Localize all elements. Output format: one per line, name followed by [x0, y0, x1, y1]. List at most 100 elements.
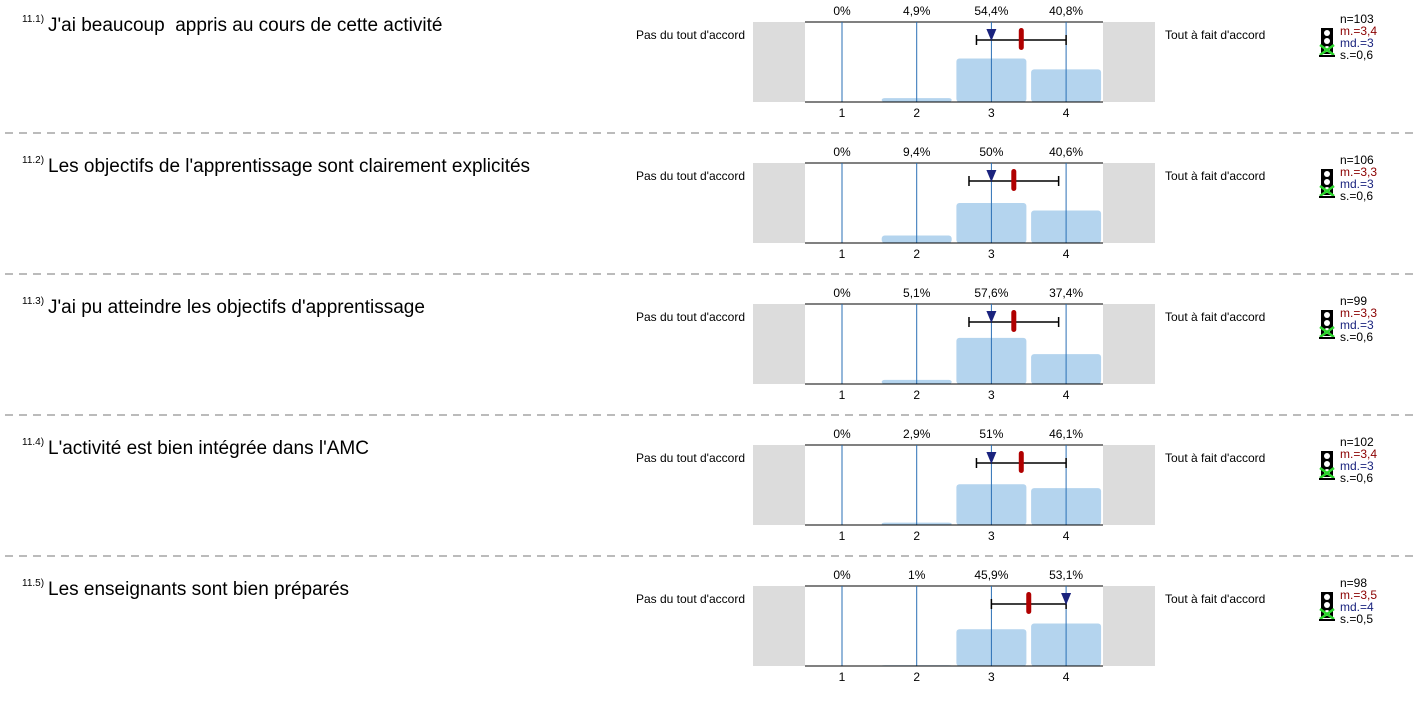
stat-sd: s.=0,6	[1340, 48, 1373, 62]
right-label: Tout à fait d'accord	[1165, 28, 1265, 42]
green-x	[1319, 184, 1335, 198]
mean-marker	[1018, 28, 1024, 50]
mean-marker	[1018, 451, 1024, 473]
stat-sd: s.=0,6	[1340, 189, 1373, 203]
percentage-label: 0%	[833, 4, 851, 18]
right-label: Tout à fait d'accord	[1165, 451, 1265, 465]
question: L'activité est bien intégrée dans l'AMC	[48, 438, 369, 459]
percentage-label: 37,4%	[1049, 286, 1083, 300]
percentage-label: 0%	[833, 145, 851, 159]
question: J'ai pu atteindre les objectifs d'appren…	[48, 297, 425, 318]
stat-n: n=102	[1340, 435, 1374, 449]
scale-label: 4	[1063, 529, 1070, 543]
scale-label: 1	[839, 388, 846, 402]
right-label: Tout à fait d'accord	[1165, 592, 1265, 606]
percentage-label: 50%	[979, 145, 1003, 159]
percentage-label: 40,6%	[1049, 145, 1083, 159]
light	[1324, 171, 1330, 177]
item: Pas du tout d'accord Tout à fait d'accord…	[5, 4, 1415, 134]
scale-label: 4	[1063, 247, 1070, 261]
item-number: 11.5)	[22, 578, 45, 589]
stat-median: md.=3	[1340, 36, 1374, 50]
gray-box	[1103, 445, 1155, 525]
light	[1324, 461, 1330, 467]
item-number: 11.2)	[22, 155, 45, 166]
mean-marker	[1011, 169, 1017, 191]
stat-sd: s.=0,6	[1340, 471, 1373, 485]
percentage-label: 54,4%	[974, 4, 1008, 18]
median-marker	[1061, 593, 1072, 605]
median-marker	[986, 452, 997, 464]
light	[1324, 594, 1330, 600]
scale-label: 2	[913, 529, 920, 543]
gray-box	[753, 304, 805, 384]
scale-label: 4	[1063, 106, 1070, 120]
gray-box	[1103, 22, 1155, 102]
gray-box	[1103, 304, 1155, 384]
scale-label: 1	[839, 247, 846, 261]
stat-median: md.=3	[1340, 459, 1374, 473]
percentage-label: 0%	[833, 568, 851, 582]
green-x	[1319, 607, 1335, 621]
green-x	[1319, 43, 1335, 57]
scale-label: 2	[913, 247, 920, 261]
percentage-label: 57,6%	[974, 286, 1008, 300]
stat-sd: s.=0,5	[1340, 612, 1373, 626]
right-label: Tout à fait d'accord	[1165, 169, 1265, 183]
scale-label: 2	[913, 388, 920, 402]
gray-box	[1103, 163, 1155, 243]
item-number: 11.1)	[22, 14, 45, 25]
scale-label: 3	[988, 670, 995, 684]
stat-n: n=103	[1340, 12, 1374, 26]
gray-box	[753, 163, 805, 243]
light	[1324, 602, 1330, 608]
stat-sd: s.=0,6	[1340, 330, 1373, 344]
median-marker	[986, 311, 997, 323]
item-number: 11.3)	[22, 296, 45, 307]
scale-label: 1	[839, 529, 846, 543]
percentage-label: 0%	[833, 286, 851, 300]
item: Pas du tout d'accord Tout à fait d'accord…	[636, 568, 1377, 684]
stat-median: md.=3	[1340, 318, 1374, 332]
percentage-label: 9,4%	[903, 145, 931, 159]
item: Pas du tout d'accord Tout à fait d'accord…	[5, 145, 1415, 275]
left-label: Pas du tout d'accord	[636, 592, 745, 606]
stat-n: n=98	[1340, 576, 1367, 590]
item-number: 11.4)	[22, 437, 45, 448]
percentage-label: 53,1%	[1049, 568, 1083, 582]
percentage-label: 0%	[833, 427, 851, 441]
percentage-label: 1%	[908, 568, 926, 582]
stat-mean: m.=3,4	[1340, 24, 1377, 38]
left-label: Pas du tout d'accord	[636, 451, 745, 465]
light	[1324, 179, 1330, 185]
percentage-label: 51%	[979, 427, 1003, 441]
percentage-label: 40,8%	[1049, 4, 1083, 18]
scale-label: 3	[988, 529, 995, 543]
stat-n: n=106	[1340, 153, 1374, 167]
right-label: Tout à fait d'accord	[1165, 310, 1265, 324]
light	[1324, 30, 1330, 36]
green-x	[1319, 466, 1335, 480]
light	[1324, 453, 1330, 459]
stat-median: md.=4	[1340, 600, 1374, 614]
green-x	[1319, 325, 1335, 339]
stat-n: n=99	[1340, 294, 1367, 308]
percentage-label: 45,9%	[974, 568, 1008, 582]
scale-label: 4	[1063, 670, 1070, 684]
stat-mean: m.=3,3	[1340, 165, 1377, 179]
percentage-label: 4,9%	[903, 4, 931, 18]
percentage-label: 46,1%	[1049, 427, 1083, 441]
gray-box	[753, 445, 805, 525]
question: Les enseignants sont bien préparés	[48, 579, 350, 600]
percentage-label: 2,9%	[903, 427, 931, 441]
stat-mean: m.=3,5	[1340, 588, 1377, 602]
scale-label: 1	[839, 670, 846, 684]
stat-mean: m.=3,4	[1340, 447, 1377, 461]
scale-label: 3	[988, 106, 995, 120]
light	[1324, 38, 1330, 44]
stat-median: md.=3	[1340, 177, 1374, 191]
scale-label: 3	[988, 247, 995, 261]
scale-label: 2	[913, 670, 920, 684]
